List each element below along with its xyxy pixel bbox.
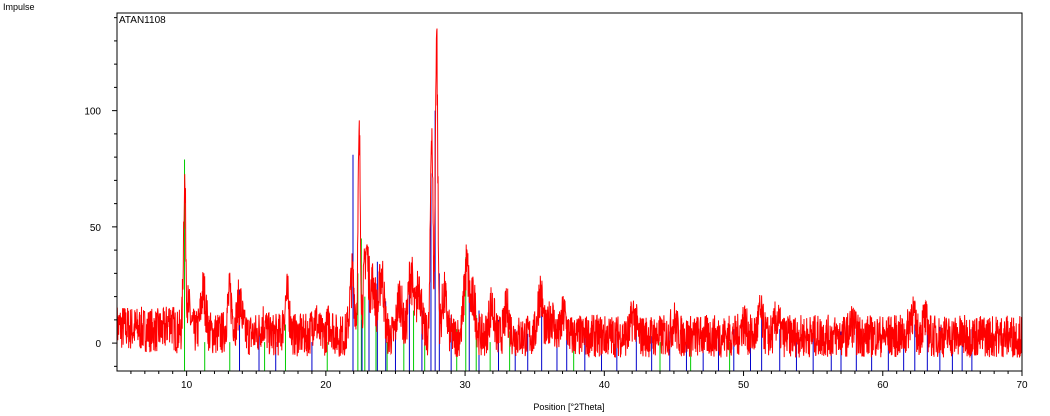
y-axis-title: Impulse	[3, 2, 35, 12]
y-tick-label: 0	[95, 339, 101, 350]
x-tick-label: 20	[320, 380, 332, 391]
x-tick-label: 50	[738, 380, 750, 391]
x-tick-label: 10	[181, 380, 193, 391]
plot-frame	[116, 12, 1023, 372]
y-tick-label: 100	[84, 107, 101, 118]
diffraction-pattern-line	[116, 28, 1023, 358]
x-tick-label: 30	[460, 380, 472, 391]
x-tick-label: 60	[877, 380, 889, 391]
x-axis: 10 20 30 40 50 60 70	[130, 371, 1028, 391]
sample-label: ATAN1108	[119, 15, 166, 26]
x-axis-title: Position [°2Theta]	[533, 402, 604, 412]
x-tick-label: 70	[1016, 380, 1028, 391]
x-tick-label: 40	[599, 380, 611, 391]
y-axis: 0 50 100	[84, 17, 117, 367]
y-tick-label: 50	[90, 223, 102, 234]
